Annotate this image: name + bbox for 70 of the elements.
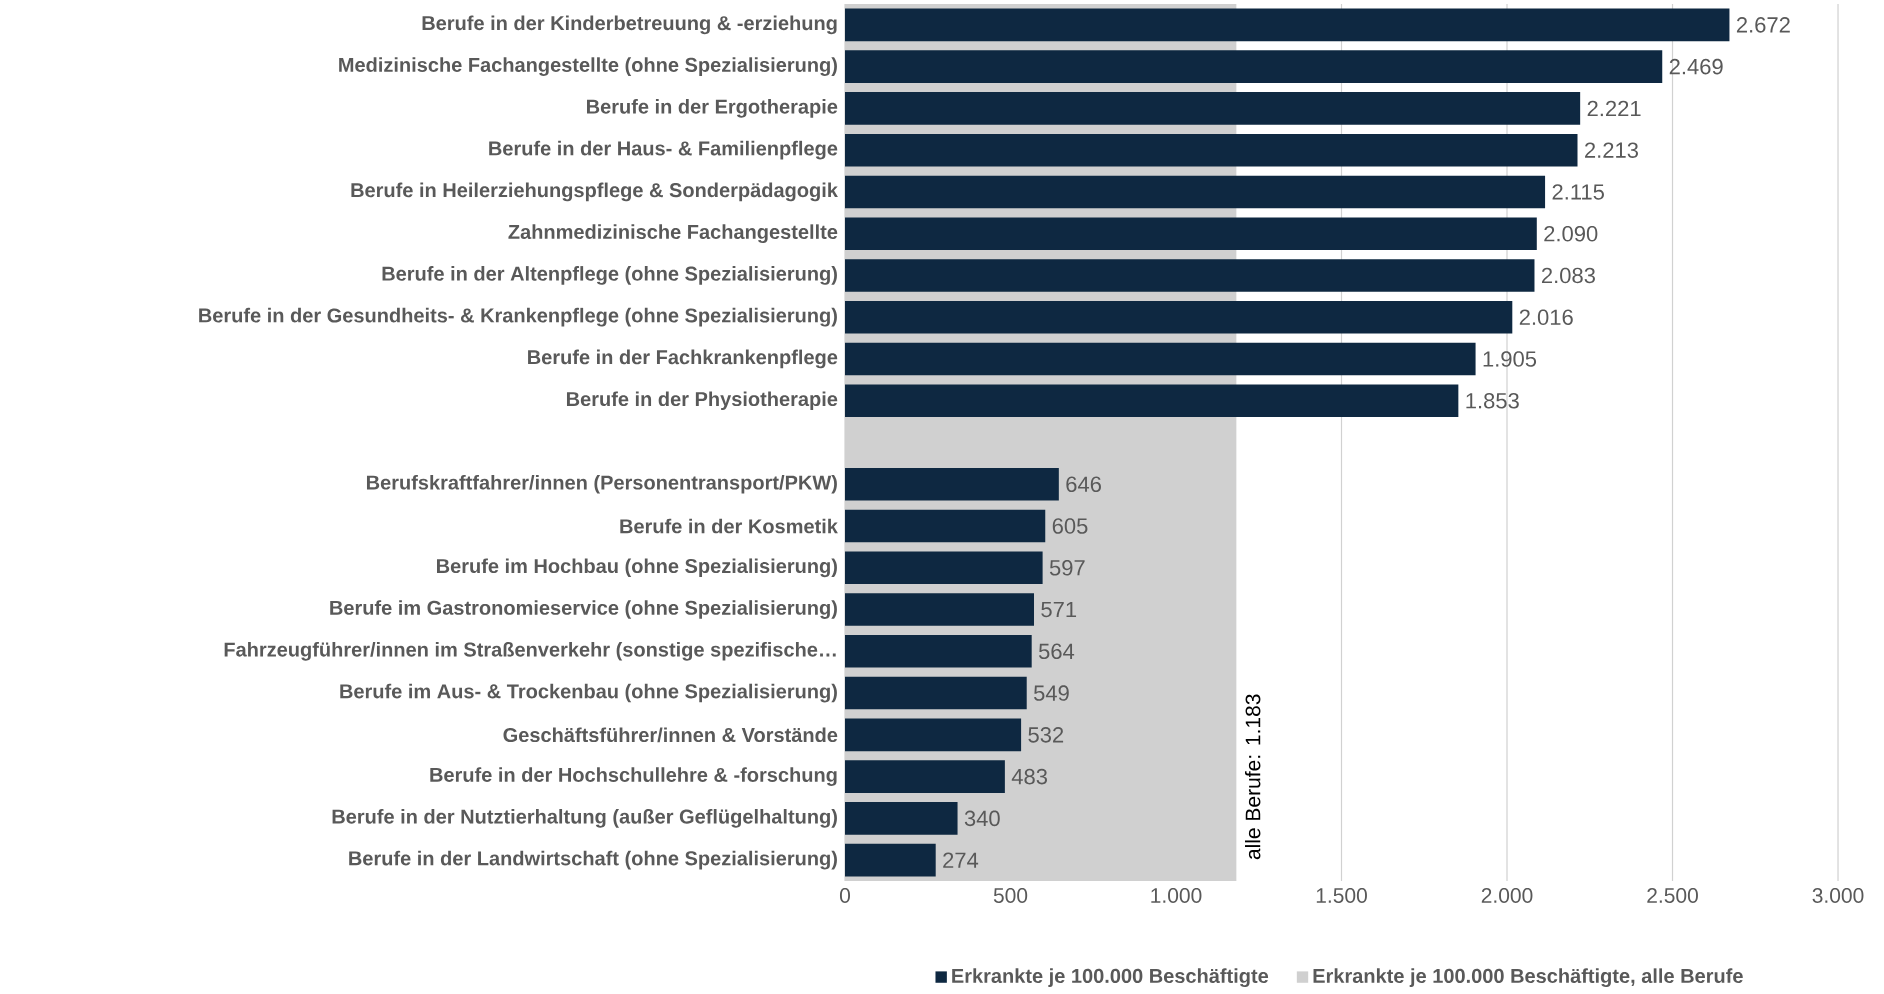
- data-label: 274: [943, 852, 979, 868]
- bar: [845, 133, 1578, 167]
- bar: [845, 509, 1046, 543]
- bar: [845, 384, 1459, 418]
- bar: [845, 50, 1663, 84]
- y-tick-label: Berufe in der Ergotherapie: [587, 99, 838, 118]
- data-label: 646: [1066, 476, 1101, 493]
- data-label: 2.672: [1736, 17, 1790, 33]
- y-tick-label: Zahnmedizinische Fachangestellte: [508, 224, 838, 244]
- bar: [845, 301, 1513, 334]
- bar: [845, 175, 1546, 209]
- y-tick-label: Berufe in der Nutztierhaltung (außer Geflügelhaltung): [332, 809, 837, 828]
- y-tick-label: Berufe in der Altenpflege (ohne Spezialisierung): [382, 266, 837, 285]
- data-label: 605: [1052, 518, 1088, 534]
- x-tick-label: 1.000: [1151, 888, 1202, 904]
- data-label: 564: [1038, 643, 1075, 660]
- data-label: 2.083: [1541, 267, 1595, 284]
- x-tick-label: 3.000: [1812, 888, 1864, 904]
- bar: [845, 843, 936, 877]
- data-label: 532: [1028, 727, 1064, 743]
- bar: [845, 92, 1581, 125]
- y-tick-label: Berufe in der Fachkrankenpflege: [528, 349, 838, 369]
- data-label: 597: [1049, 560, 1085, 576]
- y-tick-label: Berufe in der Gesundheits- & Krankenpflege (ohne Spezialisierung): [199, 307, 837, 327]
- data-label: 571: [1041, 601, 1077, 618]
- data-label: 549: [1034, 685, 1069, 701]
- y-tick-label: Berufe in der Kosmetik: [620, 518, 838, 534]
- data-label: 1.905: [1483, 351, 1537, 367]
- y-tick-label: Geschäftsführer/innen & Vorstände: [503, 727, 838, 743]
- annotation: alle Berufe: 1.183: [1244, 694, 1261, 860]
- bar: [845, 342, 1476, 376]
- y-tick-label: Berufe im Aus- & Trockenbau (ohne Spezialisierung): [340, 683, 837, 703]
- x-tick-label: 2.500: [1647, 888, 1698, 904]
- data-label: 2.213: [1585, 142, 1638, 159]
- data-label: 2.016: [1519, 309, 1573, 326]
- x-tick-label: 500: [993, 888, 1028, 904]
- bar: [845, 593, 1034, 626]
- x-tick-label: 2.000: [1481, 888, 1533, 904]
- bar: [845, 468, 1059, 501]
- data-label: 2.115: [1552, 184, 1604, 200]
- y-tick-label: Berufe im Gastronomieservice (ohne Spezialisierung): [330, 600, 837, 620]
- bar: [845, 551, 1043, 585]
- y-tick-label: Medizinische Fachangestellte (ohne Spezialisierung): [339, 57, 837, 77]
- data-label: 483: [1011, 768, 1047, 785]
- y-tick-label: Berufe in der Hochschullehre & -forschung: [430, 767, 837, 787]
- y-tick-label: Berufe im Hochbau (ohne Spezialisierung): [437, 558, 837, 578]
- data-label: 2.221: [1587, 100, 1641, 117]
- bar: [845, 259, 1535, 292]
- y-tick-label: Fahrzeugführer/innen im Straßenverkehr (sonstige spezifische…: [224, 642, 836, 661]
- y-tick-label: Berufe in der Physiotherapie: [566, 391, 838, 411]
- data-label: 340: [964, 810, 1000, 827]
- bar: [845, 8, 1730, 42]
- data-label: 2.090: [1544, 226, 1598, 242]
- x-tick-label: 1.500: [1316, 888, 1367, 904]
- legend-label: Erkrankte je 100.000 Beschäftigte: [952, 968, 1269, 988]
- bar: [845, 802, 958, 835]
- data-label: 1.853: [1466, 393, 1519, 409]
- data-label: 2.469: [1669, 58, 1723, 75]
- x-tick-label: 0: [839, 888, 851, 904]
- legend-label: Erkrankte je 100.000 Beschäftigte, alle Berufe: [1313, 968, 1743, 988]
- y-tick-label: Berufskraftfahrer/innen (Personentransport/PKW): [366, 475, 837, 494]
- y-tick-label: Berufe in der Haus- & Familienpflege: [489, 140, 838, 160]
- bar: [845, 676, 1027, 710]
- y-tick-label: Berufe in der Kinderbetreuung & -erziehung: [422, 15, 837, 35]
- bar: [845, 718, 1022, 752]
- bar: [845, 635, 1032, 668]
- y-tick-label: Berufe in Heilerziehungspflege & Sonderpädagogik: [351, 182, 838, 202]
- bar: [845, 760, 1005, 793]
- y-tick-label: Berufe in der Landwirtschaft (ohne Spezialisierung): [349, 850, 837, 870]
- bar: [845, 217, 1537, 251]
